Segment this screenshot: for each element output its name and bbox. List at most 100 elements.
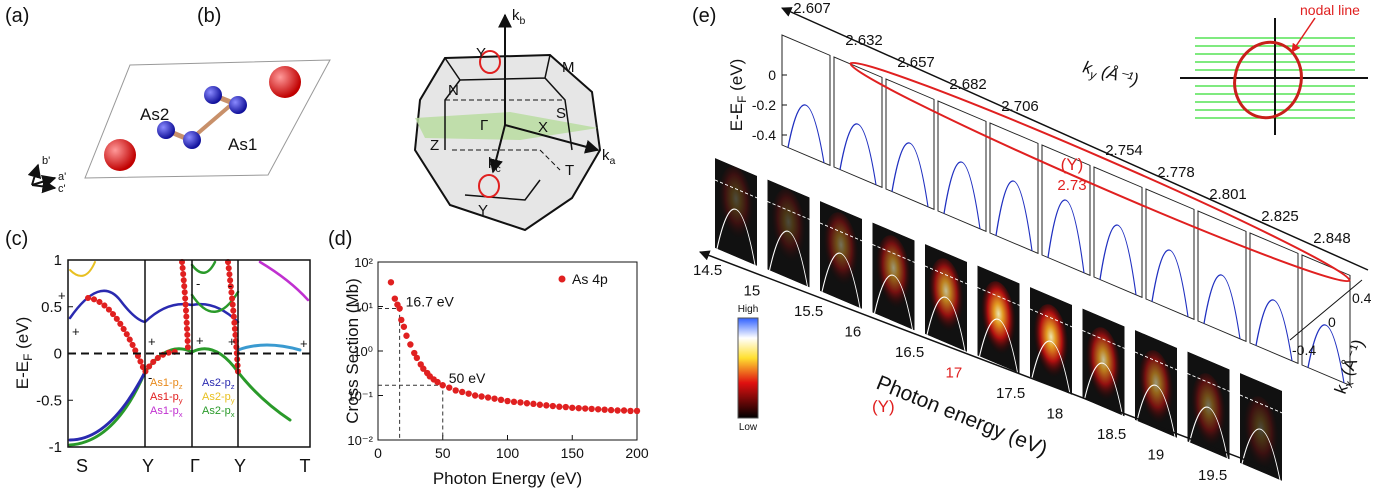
axis-arrow (27, 163, 42, 186)
y-tick-label: 0 (54, 346, 62, 363)
frame (1145, 188, 1195, 321)
y-axis-label: E-EF (eV) (13, 317, 35, 389)
x-tick-label: 0 (374, 445, 382, 461)
arpes-slice (925, 244, 967, 352)
axis-arrow (31, 179, 57, 194)
data-point (594, 406, 602, 413)
fermi-line (1240, 394, 1282, 414)
data-point (588, 405, 595, 413)
axis-label: kb (512, 7, 526, 27)
kx-axis (1289, 279, 1363, 341)
ky-label: 2.801 (1209, 186, 1247, 203)
x-tick-label: Y (142, 456, 154, 476)
band-curve (943, 161, 981, 229)
band-fit (1031, 340, 1071, 395)
arpes-slice (1135, 330, 1177, 438)
band-curve (1255, 299, 1293, 361)
data-point (536, 401, 544, 408)
parity-sign: + (148, 334, 156, 349)
atom (157, 121, 175, 139)
point-label: S (556, 105, 566, 122)
data-point (413, 354, 421, 362)
data-point (439, 382, 446, 389)
axis-label: b' (42, 155, 50, 167)
band-curve (787, 104, 825, 163)
label-sub: y (179, 396, 183, 405)
x-axis-label: Photon Energy (eV) (433, 469, 582, 488)
colorbar-label: Low (739, 422, 758, 433)
point-label: Y (478, 202, 488, 219)
data-point (601, 406, 608, 413)
label-unit: (eV) (727, 59, 746, 96)
intensity (980, 281, 1017, 363)
atom (204, 86, 222, 104)
x-tick-label: T (300, 456, 311, 476)
legend-entry: As1-px (150, 405, 183, 419)
y-tick-label: -0.5 (36, 392, 62, 409)
data-point (465, 390, 472, 397)
photon-axis (699, 250, 1273, 471)
band-fit (1136, 384, 1176, 438)
nodal-line (849, 61, 1351, 283)
data-point (549, 402, 557, 410)
intensity (1085, 327, 1122, 409)
atom-label: As1 (228, 135, 257, 154)
panel-b: (b) kb ka kc Y M N S Γ X Z T Y (197, 5, 616, 232)
inset-nodal-line (1233, 40, 1303, 120)
slice-clip (1240, 373, 1282, 481)
cut-frame (781, 34, 831, 167)
intensity (770, 189, 807, 271)
fermi-line (820, 222, 862, 242)
data-point (582, 405, 589, 412)
label-base: As2-p (202, 405, 231, 417)
atom (229, 96, 247, 114)
x-tick-label: 100 (496, 445, 520, 461)
data-point (523, 400, 531, 407)
arpes-slice (1030, 287, 1072, 395)
legend-entry: As2-py (202, 391, 235, 405)
ky-label: 2.682 (949, 76, 987, 93)
point-label: T (565, 162, 574, 179)
ky-label: 2.754 (1105, 142, 1143, 159)
band-curve (1099, 224, 1137, 295)
axis-arrow (31, 174, 57, 189)
data-point (556, 403, 563, 410)
ky-label: 2.848 (1313, 230, 1351, 247)
fermi-line (925, 265, 967, 285)
atom (104, 139, 136, 171)
label-base: As2-p (202, 391, 231, 403)
band-curve (1307, 324, 1345, 383)
data-point (398, 316, 405, 324)
arpes-slice (767, 179, 810, 288)
guide-line (378, 384, 444, 440)
frame (885, 78, 935, 211)
cut-frame (989, 122, 1039, 255)
photon-energy-label: 19.5 (1198, 467, 1227, 484)
frame (781, 34, 831, 167)
fermi-line (1030, 308, 1072, 328)
fermi-line (977, 287, 1020, 306)
ky-label: 2.632 (845, 32, 883, 49)
photon-energy-label: 19 (1148, 447, 1165, 464)
band-curve (891, 142, 929, 207)
x-tick-label: Γ (190, 456, 200, 476)
band-curve (1151, 249, 1189, 317)
fermi-line (1135, 351, 1177, 371)
panel-label: (e) (692, 5, 716, 27)
ky-axis-label: ky (Å⁻¹) (1080, 57, 1140, 92)
fermi-line (767, 201, 810, 220)
arpes-slice (1187, 351, 1230, 460)
x-tick-label: 150 (561, 445, 585, 461)
y-tick-label: 0 (768, 67, 776, 83)
data-point (614, 407, 621, 414)
label-base: k (512, 7, 520, 24)
band-curve (1203, 274, 1241, 339)
kx-tick-label: 0 (1328, 314, 1336, 330)
data-point (562, 403, 569, 411)
point-label: Y (476, 45, 486, 62)
intensity (718, 166, 754, 248)
data-point (403, 332, 410, 339)
label-base: k (488, 155, 496, 172)
slice-clip (715, 158, 757, 266)
data-point (543, 402, 550, 409)
